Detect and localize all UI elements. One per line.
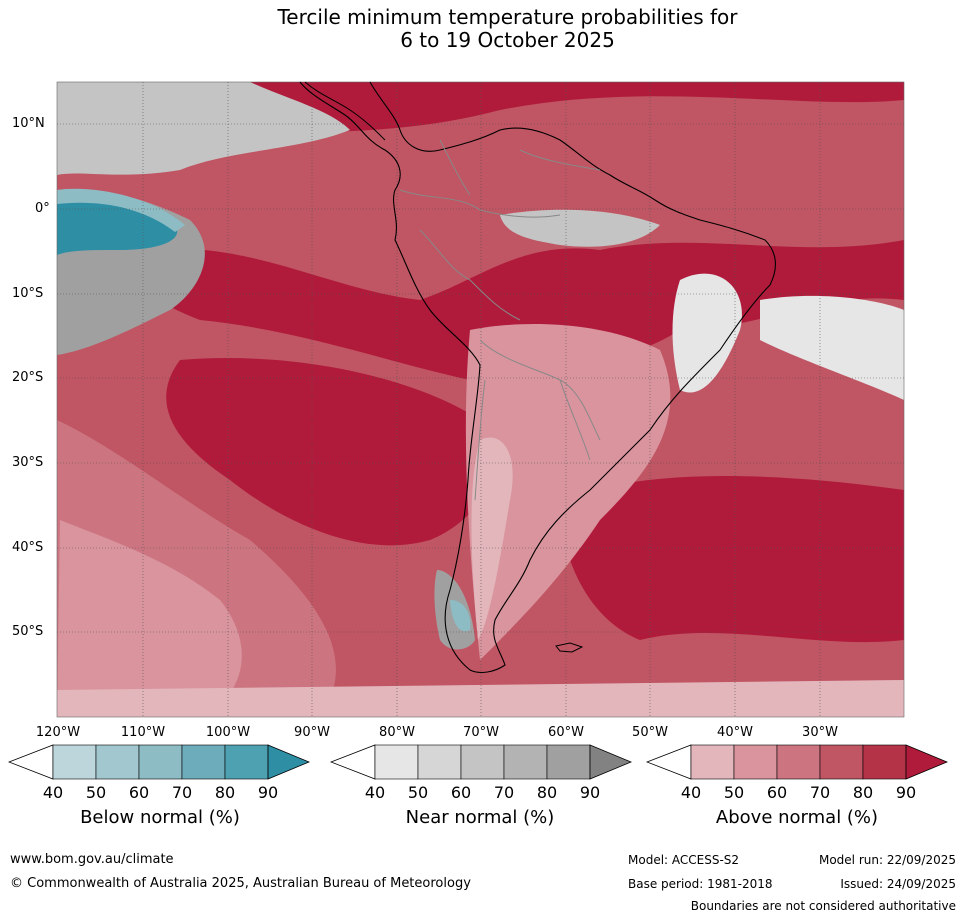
lat-label-40s: 40°S — [12, 540, 44, 555]
colorbar-above-bin-80 — [862, 744, 907, 780]
border-colombia-venezuela — [399, 189, 561, 218]
map-field — [57, 82, 904, 717]
tick-near-50: 50 — [407, 783, 429, 802]
lat-label-30s: 30°S — [12, 455, 44, 470]
border-bolivia-paraguay — [479, 339, 601, 441]
colorbar-near-normal — [330, 744, 632, 780]
field-grey-south-atlantic — [760, 295, 904, 400]
chart-title-line2: 6 to 19 October 2025 — [400, 28, 615, 52]
field-grey-brazil-coast — [672, 273, 742, 393]
border-peru-brazil — [419, 229, 521, 321]
tick-near-90: 90 — [579, 783, 601, 802]
colorbar-below-normal — [8, 744, 310, 780]
border-paraguay-argentina — [559, 379, 591, 461]
lon-label-30w: 30°W — [802, 725, 838, 740]
lon-label-100w: 100°W — [205, 725, 251, 740]
footer-base-period: Base period: 1981-2018 — [628, 877, 773, 891]
field-continent-pink — [465, 324, 671, 660]
lon-label-110w: 110°W — [120, 725, 166, 740]
lon-label-60w: 60°W — [548, 725, 584, 740]
colorbar-label-near: Near normal (%) — [405, 807, 555, 828]
lat-label-0: 0° — [35, 201, 50, 216]
colorbar-above-bin-60 — [776, 744, 821, 780]
colorbar-above-bin-50 — [733, 744, 778, 780]
tick-below-60: 60 — [128, 783, 150, 802]
tick-below-90: 90 — [257, 783, 279, 802]
field-patch-pacific — [166, 358, 497, 546]
colorbar-near-bin-50 — [417, 744, 462, 780]
lat-label-10s: 10°S — [12, 286, 44, 301]
tick-above-60: 60 — [766, 783, 788, 802]
graticule — [57, 82, 904, 717]
south-america-coastline — [299, 81, 776, 674]
colorbar-below-extend-high — [267, 744, 310, 780]
lon-label-120w: 120°W — [35, 725, 81, 740]
footer-issued: Issued: 24/09/2025 — [840, 877, 956, 891]
tick-below-80: 80 — [214, 783, 236, 802]
map-frame — [56, 81, 905, 718]
border-chile-argentina — [474, 379, 486, 501]
lon-label-40w: 40°W — [717, 725, 753, 740]
colorbar-label-above: Above normal (%) — [715, 807, 879, 828]
tick-near-70: 70 — [493, 783, 515, 802]
tick-below-50: 50 — [85, 783, 107, 802]
colorbar-above-bin-40 — [690, 744, 735, 780]
colorbar-near-extend-low — [330, 744, 376, 780]
lon-label-80w: 80°W — [379, 725, 415, 740]
colorbar-below-bin-50 — [95, 744, 140, 780]
lat-label-20s: 20°S — [12, 370, 44, 385]
field-andes-light — [471, 437, 513, 640]
colorbar-above-extend-high — [905, 744, 948, 780]
colorbar-above-extend-low — [646, 744, 692, 780]
footer-disclaimer: Boundaries are not considered authoritat… — [690, 899, 956, 913]
central-america-coastline — [304, 81, 386, 141]
colorbar-below-bin-70 — [181, 744, 226, 780]
border-colombia-panama — [439, 139, 471, 196]
footer-model: Model: ACCESS-S2 — [628, 853, 740, 867]
colorbar-above-bin-70 — [819, 744, 864, 780]
colorbar-below-bin-60 — [138, 744, 183, 780]
colorbar-near-bin-40 — [374, 744, 419, 780]
tick-near-80: 80 — [536, 783, 558, 802]
footer-model-run: Model run: 22/09/2025 — [818, 853, 956, 867]
footer-url[interactable]: www.bom.gov.au/climate — [10, 852, 174, 867]
tick-above-70: 70 — [809, 783, 831, 802]
lon-label-50w: 50°W — [632, 725, 668, 740]
colorbar-near-bin-80 — [546, 744, 591, 780]
field-below-normal-edge — [57, 188, 185, 232]
falkland-islands — [555, 642, 584, 653]
colorbar-above-normal — [646, 744, 948, 780]
chart-title-line1: Tercile minimum temperature probabilitie… — [277, 5, 738, 29]
footer-copyright: © Commonwealth of Australia 2025, Austra… — [10, 876, 471, 891]
field-grey-north — [57, 82, 350, 175]
field-patch-atlantic — [560, 476, 904, 643]
tick-below-70: 70 — [171, 783, 193, 802]
colorbar-below-bin-80 — [224, 744, 269, 780]
colorbar-below-bin-40 — [52, 744, 97, 780]
lat-label-50s: 50°S — [12, 624, 44, 639]
tick-above-80: 80 — [852, 783, 874, 802]
colorbar-near-bin-70 — [503, 744, 548, 780]
tick-below-40: 40 — [42, 783, 64, 802]
tick-above-90: 90 — [895, 783, 917, 802]
tick-near-40: 40 — [364, 783, 386, 802]
colorbar-near-extend-high — [589, 744, 632, 780]
tick-near-60: 60 — [450, 783, 472, 802]
colorbar-below-extend-low — [8, 744, 54, 780]
colorbar-near-bin-60 — [460, 744, 505, 780]
tick-above-50: 50 — [723, 783, 745, 802]
colorbar-label-below: Below normal (%) — [80, 807, 240, 828]
field-below-patagonia — [450, 600, 471, 632]
field-southern-edge — [57, 680, 904, 717]
lon-label-70w: 70°W — [463, 725, 499, 740]
border-venezuela-guyana — [519, 149, 601, 171]
field-lightpink-southwest — [57, 520, 242, 717]
country-borders — [399, 139, 601, 501]
lat-label-10n: 10°N — [12, 116, 45, 131]
tick-above-40: 40 — [680, 783, 702, 802]
field-grey-amazon — [500, 209, 660, 247]
lon-label-90w: 90°W — [294, 725, 330, 740]
